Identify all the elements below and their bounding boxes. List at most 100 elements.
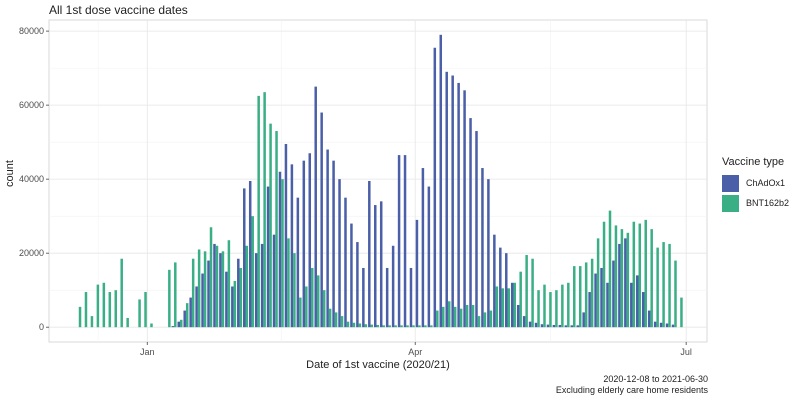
- bar-chadox1: [457, 82, 460, 328]
- bar-bnt162b2: [525, 255, 528, 328]
- legend-swatch-chadox1: [722, 174, 739, 192]
- bar-bnt162b2: [430, 325, 433, 328]
- bar-bnt162b2: [281, 179, 284, 328]
- bar-chadox1: [487, 179, 490, 328]
- bar-bnt162b2: [573, 266, 576, 328]
- x-tick-label: Jan: [140, 347, 155, 357]
- bar-bnt162b2: [555, 290, 558, 328]
- bar-bnt162b2: [316, 275, 320, 328]
- bar-bnt162b2: [305, 286, 308, 328]
- bar-chadox1: [385, 267, 389, 328]
- bar-bnt162b2: [465, 304, 469, 328]
- y-axis-label: count: [4, 160, 16, 187]
- bar-bnt162b2: [489, 310, 493, 328]
- y-tick-label: 0: [39, 322, 44, 332]
- bar-bnt162b2: [96, 284, 100, 328]
- bar-chadox1: [558, 324, 562, 328]
- bar-chadox1: [219, 253, 222, 328]
- bar-bnt162b2: [203, 251, 207, 328]
- bar-bnt162b2: [471, 304, 475, 328]
- bar-bnt162b2: [293, 253, 296, 328]
- bar-bnt162b2: [596, 238, 600, 328]
- bar-bnt162b2: [614, 225, 618, 328]
- bar-chadox1: [493, 234, 496, 328]
- bar-chadox1: [439, 34, 443, 328]
- legend-item-bnt162b2: BNT162b2: [722, 194, 789, 212]
- bar-bnt162b2: [418, 325, 421, 328]
- bar-bnt162b2: [78, 306, 82, 328]
- bar-bnt162b2: [620, 229, 624, 328]
- bar-chadox1: [183, 310, 186, 328]
- bar-chadox1: [564, 325, 568, 328]
- bar-chadox1: [528, 321, 532, 328]
- bar-chadox1: [481, 168, 484, 328]
- bar-bnt162b2: [84, 292, 88, 328]
- bar-bnt162b2: [424, 325, 427, 328]
- bar-bnt162b2: [334, 312, 338, 328]
- bar-chadox1: [308, 153, 312, 328]
- bar-bnt162b2: [406, 325, 409, 328]
- bar-bnt162b2: [442, 306, 445, 328]
- bar-bnt162b2: [191, 258, 195, 328]
- bar-bnt162b2: [340, 316, 344, 328]
- bar-bnt162b2: [537, 290, 540, 328]
- bar-bnt162b2: [102, 282, 106, 328]
- x-tick-label: Jul: [680, 347, 692, 357]
- bar-chadox1: [213, 243, 216, 328]
- bar-bnt162b2: [626, 232, 630, 328]
- bar-bnt162b2: [412, 325, 415, 328]
- bar-chadox1: [272, 234, 276, 328]
- bar-bnt162b2: [447, 301, 451, 328]
- bar-chadox1: [600, 267, 603, 328]
- bar-bnt162b2: [388, 325, 391, 328]
- bar-chadox1: [582, 312, 585, 328]
- bar-chadox1: [237, 258, 240, 328]
- y-tick-label: 20000: [19, 248, 44, 258]
- bar-bnt162b2: [233, 280, 237, 328]
- bar-chadox1: [379, 201, 383, 328]
- bar-chadox1: [671, 324, 675, 328]
- bar-bnt162b2: [114, 290, 118, 328]
- legend-label-bnt162b2: BNT162b2: [746, 198, 790, 208]
- bar-bnt162b2: [453, 306, 457, 328]
- bar-bnt162b2: [436, 310, 439, 328]
- bar-chadox1: [332, 160, 335, 328]
- bar-bnt162b2: [632, 221, 636, 328]
- bar-bnt162b2: [394, 325, 397, 328]
- bar-bnt162b2: [513, 282, 516, 328]
- bar-bnt162b2: [483, 312, 487, 328]
- bar-chadox1: [284, 143, 288, 328]
- bar-bnt162b2: [364, 324, 368, 328]
- y-tick-label: 40000: [19, 174, 44, 184]
- bar-bnt162b2: [584, 262, 588, 328]
- bar-chadox1: [647, 310, 651, 328]
- bar-chadox1: [403, 155, 407, 328]
- bar-chadox1: [659, 322, 663, 328]
- bar-bnt162b2: [578, 266, 582, 328]
- bar-bnt162b2: [287, 238, 290, 328]
- bar-bnt162b2: [358, 323, 362, 328]
- legend-item-chadox1: ChAdOx1: [722, 174, 789, 192]
- bar-bnt162b2: [668, 243, 671, 328]
- bar-bnt162b2: [567, 282, 570, 328]
- bar-chadox1: [415, 219, 419, 328]
- legend-label-chadox1: ChAdOx1: [746, 178, 786, 188]
- bar-bnt162b2: [382, 325, 385, 328]
- bar-bnt162b2: [561, 284, 564, 328]
- bar-bnt162b2: [138, 299, 141, 328]
- y-tick-label: 80000: [19, 26, 44, 36]
- bar-bnt162b2: [602, 221, 606, 328]
- bar-chadox1: [368, 181, 371, 328]
- bar-chadox1: [171, 326, 175, 328]
- chart-title: All 1st dose vaccine dates: [49, 3, 188, 17]
- bar-chadox1: [475, 131, 478, 328]
- bar-bnt162b2: [376, 324, 380, 328]
- bar-bnt162b2: [352, 322, 356, 328]
- bar-chadox1: [254, 253, 258, 328]
- caption-exclusion-note: Excluding elderly care home residents: [555, 385, 708, 395]
- bar-bnt162b2: [370, 324, 374, 328]
- bar-chadox1: [451, 75, 454, 328]
- bar-chadox1: [665, 323, 669, 328]
- bar-bnt162b2: [543, 284, 546, 328]
- bar-chadox1: [243, 188, 246, 328]
